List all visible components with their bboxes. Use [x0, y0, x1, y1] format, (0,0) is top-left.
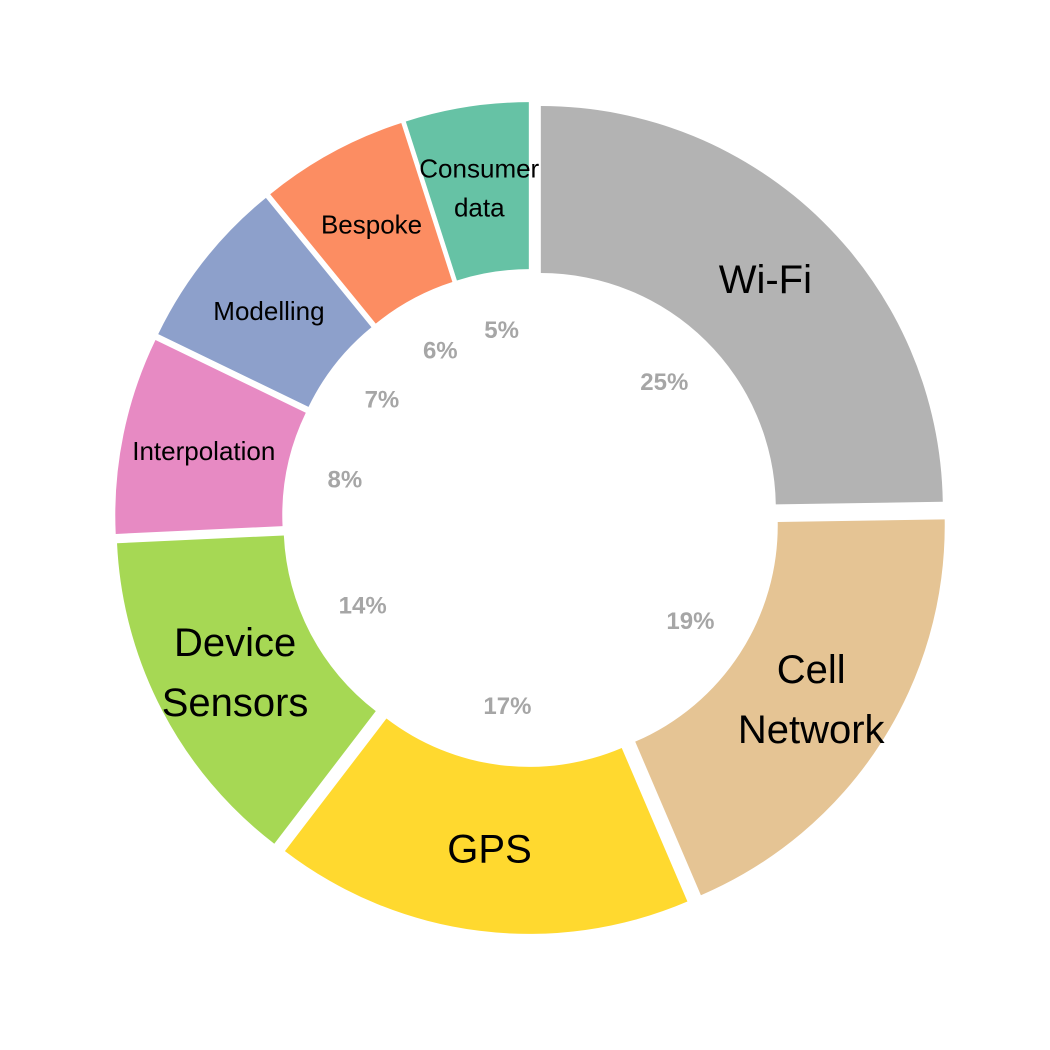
- slice-label-cell-network: Cell Network: [738, 648, 886, 752]
- slice-label-interpolation: Interpolation: [132, 436, 275, 466]
- slice-gps: [284, 718, 688, 934]
- percent-label-cell-network: 19%: [666, 608, 714, 635]
- percent-labels-layer: 25% 19% 17% 14% 8% 7% 6% 5%: [328, 317, 715, 720]
- slice-consumer-data: [405, 102, 529, 281]
- slice-wi-fi: [540, 106, 943, 505]
- slice-label-modelling: Modelling: [213, 296, 324, 326]
- slice-label-gps: GPS: [447, 827, 531, 871]
- slice-label-wi-fi: Wi-Fi: [719, 258, 812, 302]
- slice-bespoke: [270, 122, 453, 324]
- slice-interpolation: [115, 339, 306, 534]
- slice-label-bespoke: Bespoke: [321, 210, 422, 240]
- slice-modelling: [158, 197, 372, 407]
- percent-label-gps: 17%: [483, 693, 531, 720]
- slice-label-consumer-data: Consumer data: [419, 154, 539, 223]
- slice-label-device-sensors: Device Sensors: [162, 621, 309, 725]
- labels-layer: Wi-Fi Cell Network GPS Device Sensors Interpol…: [132, 154, 885, 872]
- percent-label-wi-fi: 25%: [640, 369, 688, 396]
- slices-layer: [115, 102, 945, 934]
- percent-label-interpolation: 8%: [328, 466, 363, 493]
- percent-label-modelling: 7%: [365, 387, 400, 414]
- slice-device-sensors: [117, 535, 376, 844]
- percent-label-device-sensors: 14%: [339, 593, 387, 620]
- slice-cell-network: [635, 519, 945, 896]
- percent-label-consumer-data: 5%: [484, 317, 519, 344]
- percent-label-bespoke: 6%: [423, 338, 458, 365]
